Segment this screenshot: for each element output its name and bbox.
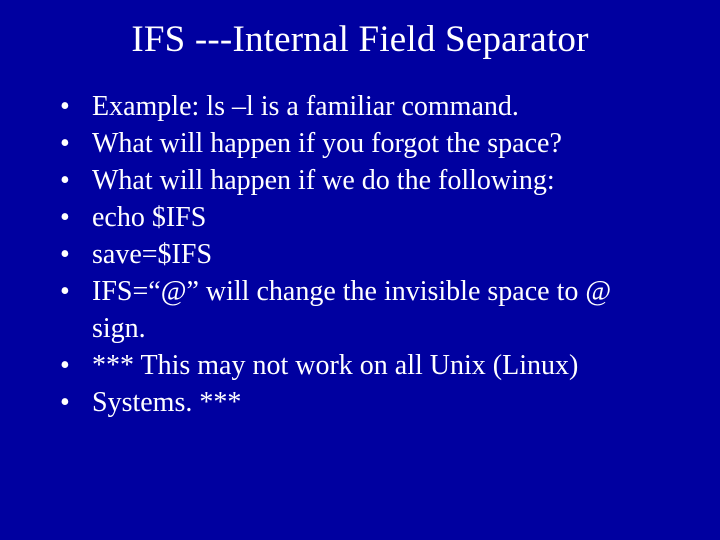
list-item: What will happen if we do the following: <box>60 163 670 200</box>
list-item: Systems. *** <box>60 385 670 422</box>
slide-title: IFS ---Internal Field Separator <box>40 18 680 61</box>
list-item: *** This may not work on all Unix (Linux… <box>60 348 670 385</box>
list-item: Example: ls –l is a familiar command. <box>60 89 670 126</box>
list-item: IFS=“@” will change the invisible space … <box>60 274 670 348</box>
list-item: save=$IFS <box>60 237 670 274</box>
list-item: What will happen if you forgot the space… <box>60 126 670 163</box>
bullet-list: Example: ls –l is a familiar command. Wh… <box>40 89 680 422</box>
list-item: echo $IFS <box>60 200 670 237</box>
slide: IFS ---Internal Field Separator Example:… <box>0 0 720 540</box>
